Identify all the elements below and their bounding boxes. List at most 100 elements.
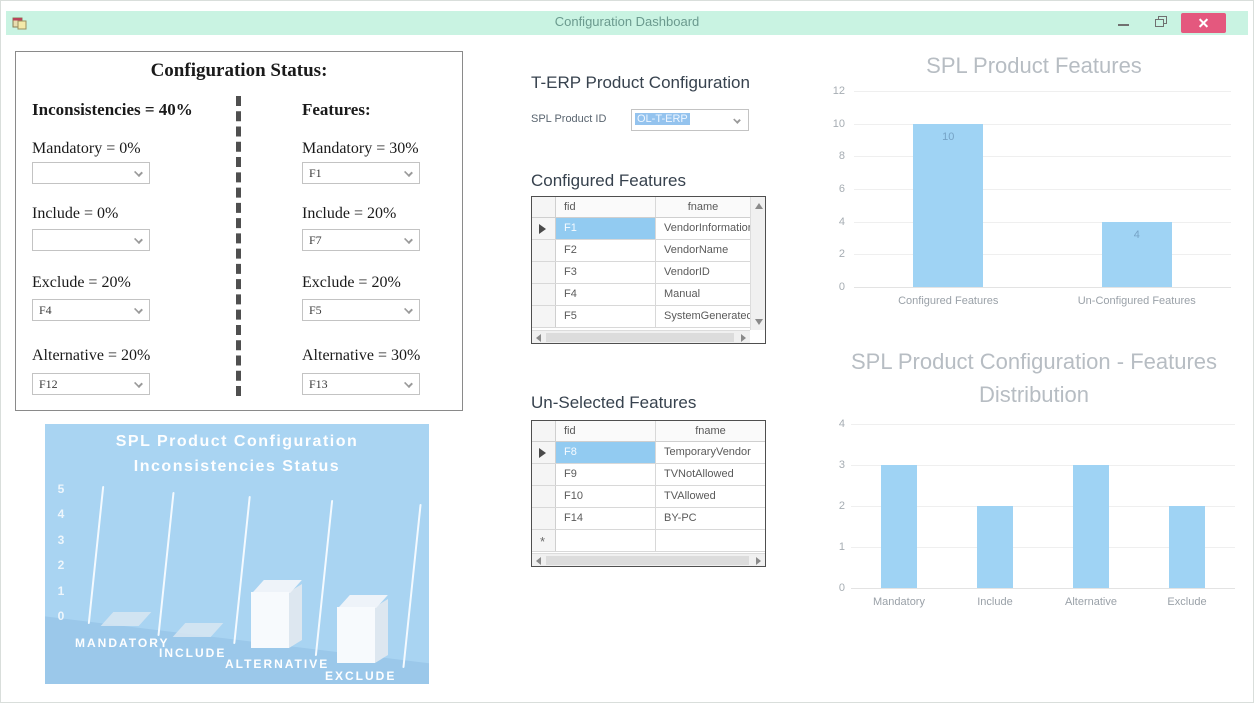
grid-row-header (532, 464, 556, 485)
table-row[interactable]: F3 VendorID (532, 262, 750, 284)
minimize-button[interactable] (1110, 11, 1140, 35)
grid-cell-fname[interactable]: VendorInformation (664, 222, 750, 234)
y-tick-label: 12 (832, 85, 845, 97)
y-tick-label: 6 (838, 183, 845, 195)
table-row[interactable]: F14 BY-PC (532, 508, 765, 530)
unselected-features-grid[interactable]: fid fname F8 TemporaryVendor F9 TVNotAllowed F… (531, 420, 766, 567)
table-row[interactable]: F5 SystemGenerated (532, 306, 750, 328)
grid-cell-fid[interactable]: F4 (556, 284, 656, 305)
feat-include-combobox[interactable]: F7 (302, 229, 420, 251)
y-tick-label: 8 (838, 150, 845, 163)
scroll-up-icon (755, 203, 763, 209)
grid-cell-fid[interactable]: F3 (556, 262, 656, 283)
current-row-arrow-icon (539, 224, 546, 234)
feat-alternative-combobox[interactable]: F13 (302, 373, 420, 395)
spl-product-id-combobox[interactable]: OL-T-ERP (631, 109, 749, 131)
chevron-down-icon (733, 116, 741, 124)
inc-mandatory-combobox[interactable] (32, 162, 150, 184)
grid-cell-fid[interactable]: F2 (556, 240, 656, 261)
table-row[interactable]: F4 Manual (532, 284, 750, 306)
y-tick-label: 0 (838, 281, 845, 293)
table-row[interactable]: F1 VendorInformation (532, 218, 750, 240)
spl-product-id-label: SPL Product ID (531, 113, 607, 125)
grid-cell-fname[interactable]: SystemGenerated (664, 310, 750, 322)
x-category-label: Alternative (1065, 596, 1117, 608)
x-category-label: ALTERNATIVE (225, 657, 330, 671)
inc-include-combobox[interactable] (32, 229, 150, 251)
grid-cell-fname[interactable]: BY-PC (664, 512, 697, 524)
table-row[interactable]: * (532, 530, 765, 552)
grid-row-header (532, 306, 556, 327)
bar3d-side (289, 583, 302, 649)
x-category-label: Un-Configured Features (1077, 295, 1196, 307)
gridline (851, 547, 1235, 548)
title-bar: Configuration Dashboard (6, 11, 1248, 35)
configuration-status-panel: Configuration Status: Inconsistencies = … (15, 51, 463, 411)
feat-mandatory-label: Mandatory = 30% (302, 140, 419, 157)
bar-value-label: 4 (1133, 228, 1140, 241)
grid-cell-fname[interactable]: VendorID (664, 266, 710, 278)
grid-cell-fid[interactable]: F10 (556, 486, 656, 507)
restore-button[interactable] (1146, 11, 1176, 35)
app-icon (12, 17, 27, 30)
bar-value-label: 10 (942, 130, 955, 143)
table-row[interactable]: F2 VendorName (532, 240, 750, 262)
grid-cell-fname[interactable]: TemporaryVendor (664, 446, 751, 458)
feat-mandatory-combobox[interactable]: F1 (302, 162, 420, 184)
inc-mandatory-label: Mandatory = 0% (32, 140, 141, 157)
horizontal-scrollbar[interactable] (532, 330, 750, 343)
grid-cell-fname[interactable]: Manual (664, 288, 701, 300)
x-category-label: Exclude (1167, 596, 1207, 608)
configured-features-title: Configured Features (531, 171, 686, 190)
scroll-right-icon (756, 557, 761, 565)
close-button[interactable] (1181, 13, 1226, 33)
x-category-label: EXCLUDE (325, 669, 397, 683)
grid-header-row: fid fname (532, 421, 765, 442)
chart-features-distribution: SPL Product Configuration - Features Dis… (819, 339, 1249, 629)
table-row[interactable]: F8 TemporaryVendor (532, 442, 765, 464)
configured-features-grid[interactable]: fid fname F1 VendorInformation F2 VendorName F… (531, 196, 766, 344)
panel-title: Configuration Status: (150, 60, 328, 81)
bar3d-zero-pad (172, 623, 224, 637)
y-tick-label: 2 (57, 558, 65, 573)
dashed-divider (236, 96, 241, 396)
gridline (851, 465, 1235, 466)
axis-wall-line (233, 496, 251, 644)
inc-alternative-combobox[interactable]: F12 (32, 373, 150, 395)
chart-title: SPL Product Configuration - Features Dis… (850, 349, 1218, 407)
bar-include (977, 506, 1013, 588)
feat-exclude-combobox[interactable]: F5 (302, 299, 420, 321)
inc-exclude-combobox[interactable]: F4 (32, 299, 150, 321)
grid-cell-fname[interactable]: VendorName (664, 244, 729, 256)
gridline (854, 91, 1231, 92)
scrollbar-thumb[interactable] (546, 333, 734, 342)
horizontal-scrollbar[interactable] (532, 553, 765, 566)
gridline (851, 588, 1235, 589)
table-row[interactable]: F9 TVNotAllowed (532, 464, 765, 486)
y-tick-label: 0 (838, 582, 845, 594)
y-tick-label: 2 (838, 500, 845, 512)
gridline (854, 123, 1231, 125)
y-tick-label: 10 (832, 117, 845, 130)
new-row-icon: * (540, 534, 546, 549)
chevron-down-icon (134, 305, 143, 314)
bar-configured-features (913, 123, 984, 287)
grid-cell-fid[interactable]: F14 (556, 508, 656, 529)
grid-cell-fid[interactable]: F8 (556, 442, 656, 463)
grid-row-header (532, 284, 556, 305)
bar-mandatory (881, 465, 917, 588)
grid-cell-fid[interactable]: F5 (556, 306, 656, 327)
window-title: Configuration Dashboard (554, 14, 700, 29)
grid-cell-fid[interactable]: F9 (556, 464, 656, 485)
vertical-scrollbar[interactable] (750, 197, 765, 330)
grid-cell-fid[interactable] (556, 530, 656, 551)
scrollbar-thumb[interactable] (546, 556, 749, 565)
chevron-down-icon (134, 235, 143, 244)
grid-cell-fname[interactable] (656, 530, 765, 551)
current-row-arrow-icon (539, 448, 546, 458)
gridline (854, 287, 1231, 288)
grid-cell-fname[interactable]: TVAllowed (664, 490, 716, 502)
table-row[interactable]: F10 TVAllowed (532, 486, 765, 508)
grid-cell-fname[interactable]: TVNotAllowed (664, 468, 734, 480)
grid-cell-fid[interactable]: F1 (556, 218, 656, 239)
